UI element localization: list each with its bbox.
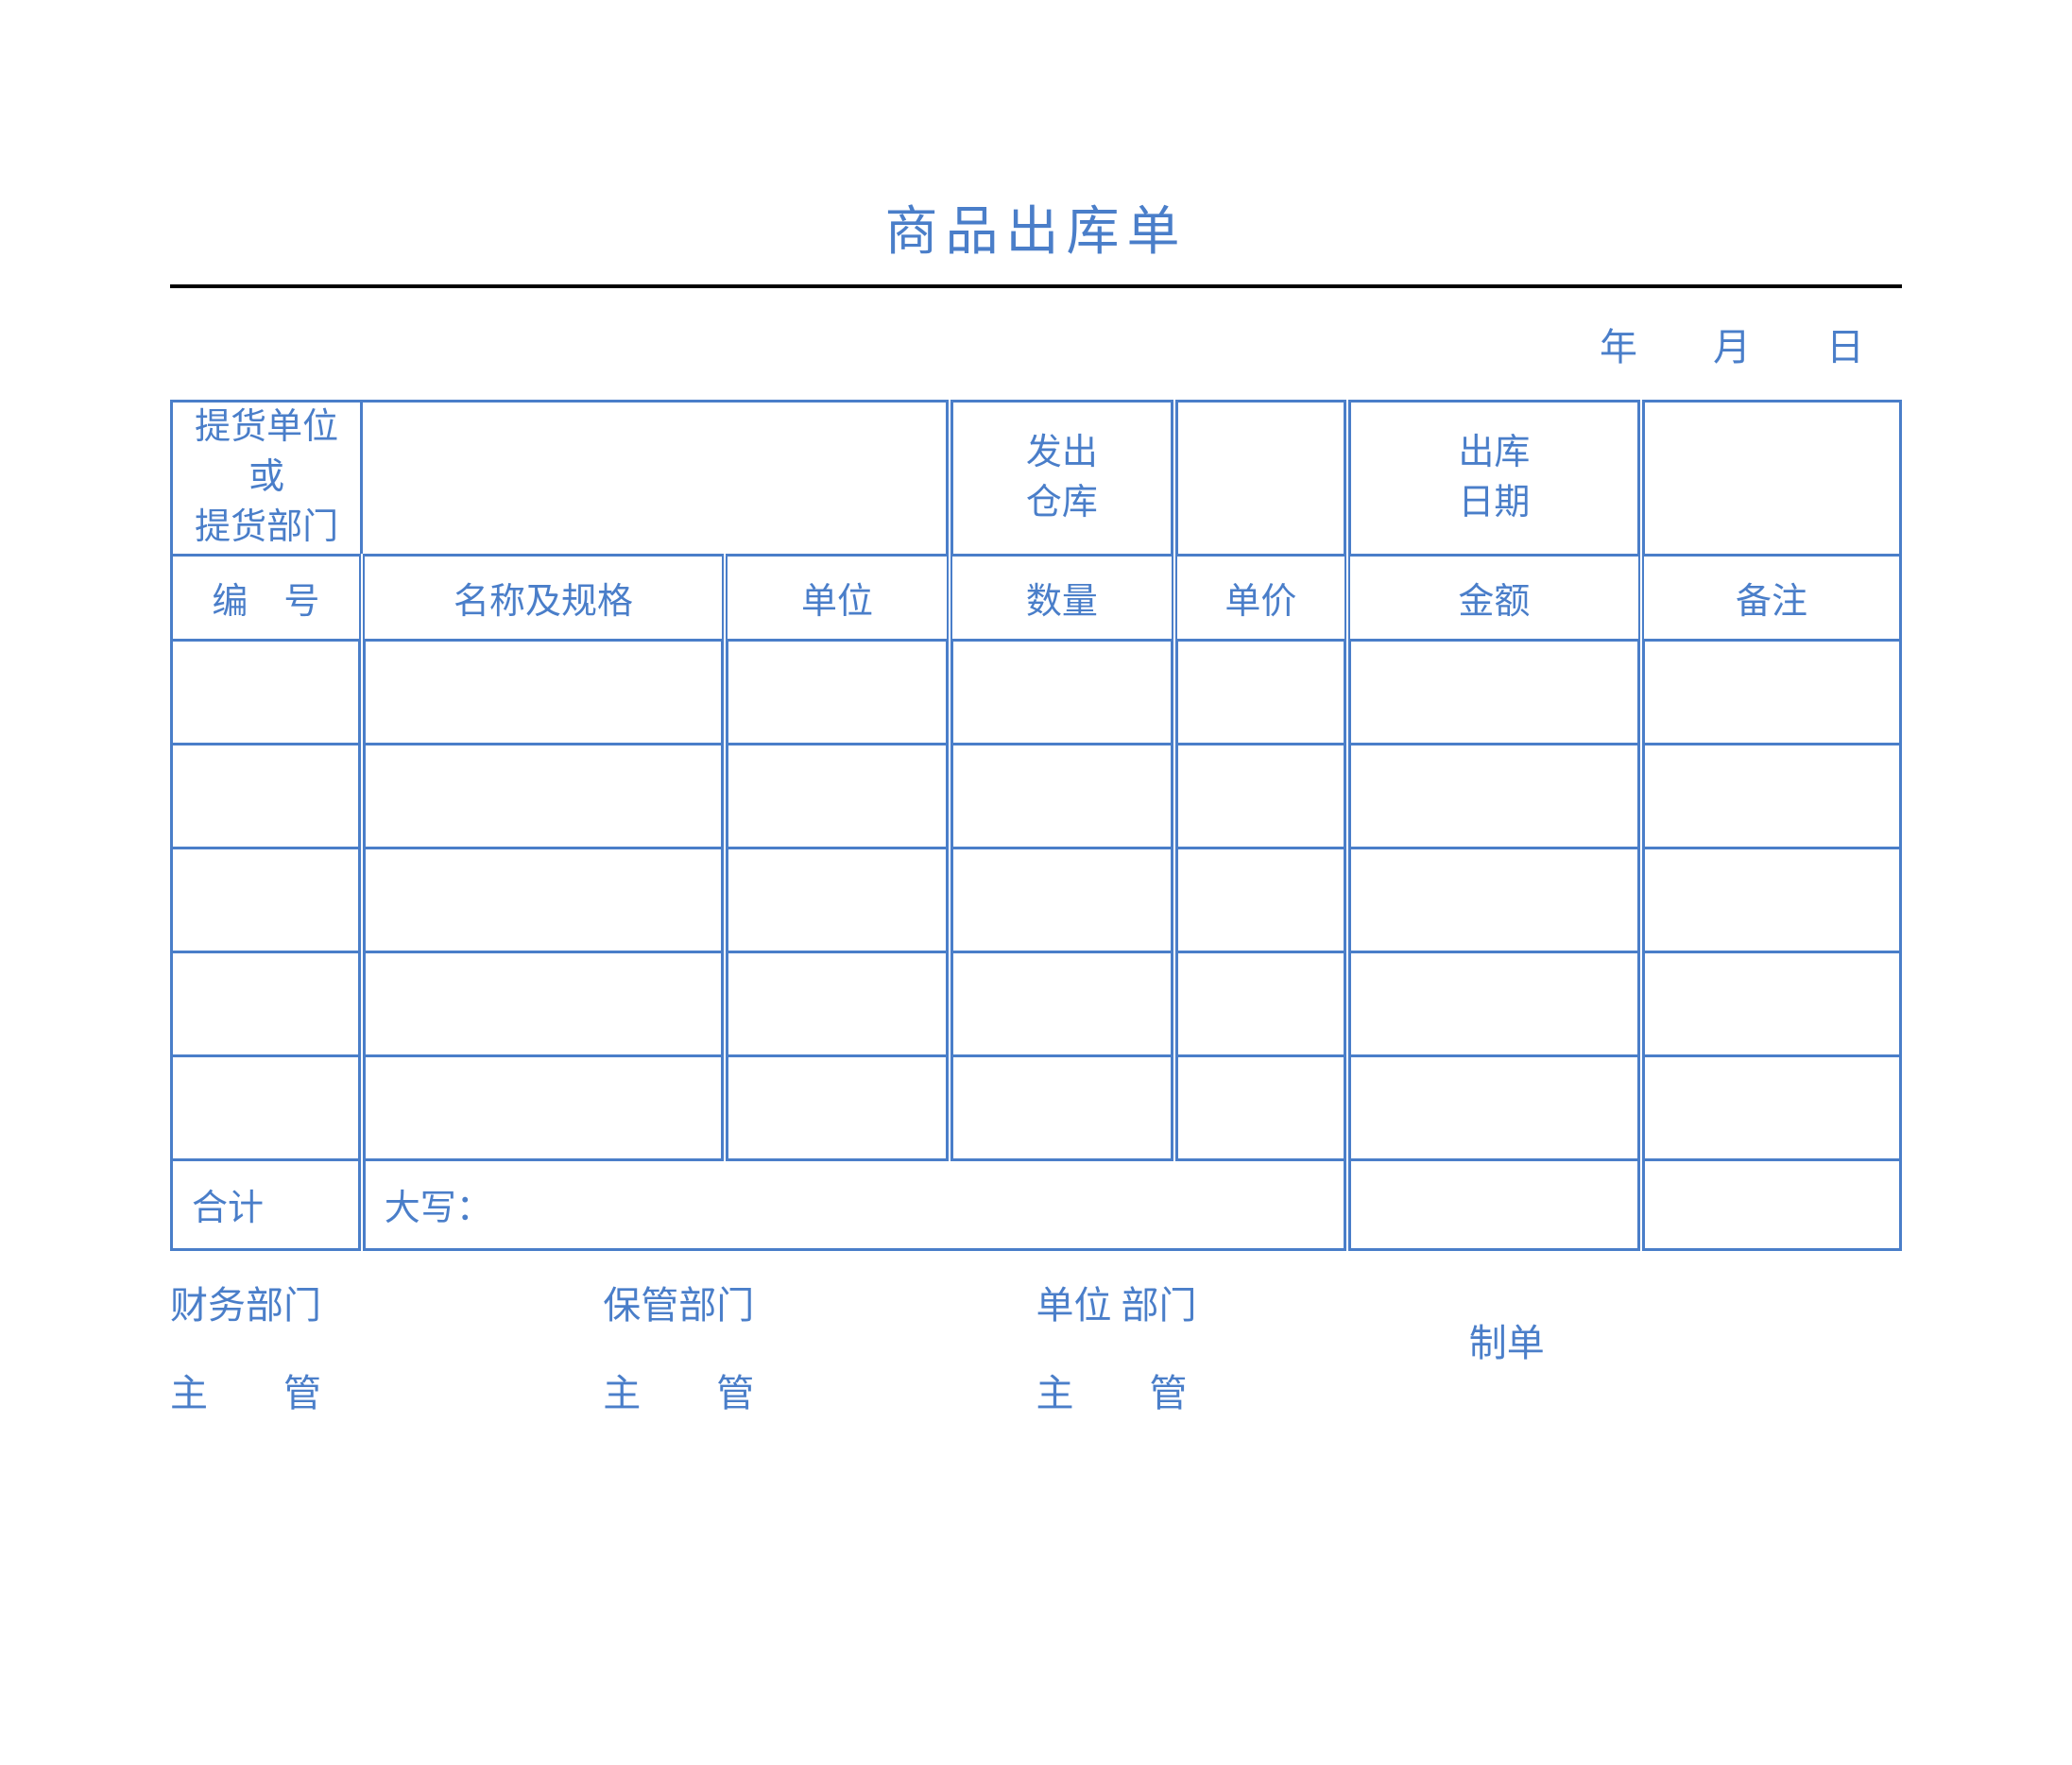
- cell-quantity: [950, 951, 1174, 1055]
- table-row: [172, 848, 1901, 951]
- total-remark: [1641, 1159, 1901, 1249]
- pickup-unit-value: [362, 402, 950, 556]
- cell-code: [172, 640, 362, 744]
- cell-remark: [1641, 1055, 1901, 1159]
- col-amount: 金额: [1347, 555, 1641, 640]
- cell-amount: [1347, 1055, 1641, 1159]
- cell-name_spec: [362, 744, 725, 848]
- title-rule: [170, 284, 1902, 288]
- warehouse-value: [1174, 402, 1347, 556]
- footer-storage: 保管部门 主 管: [603, 1275, 1036, 1450]
- outbound-table: 提货单位 或 提货部门 发出 仓库 出库 日期 编 号 名称及规格 单位 数量 …: [170, 400, 1902, 1251]
- finance-dept-label: 财务部门: [170, 1275, 603, 1329]
- cell-unit_price: [1174, 640, 1347, 744]
- cell-unit_price: [1174, 744, 1347, 848]
- cell-amount: [1347, 951, 1641, 1055]
- footer-unit: 单位 部门 主 管: [1036, 1275, 1469, 1450]
- cell-name_spec: [362, 1055, 725, 1159]
- storage-dept-label: 保管部门: [603, 1275, 1036, 1329]
- cell-amount: [1347, 744, 1641, 848]
- day-label: 日: [1826, 326, 1864, 368]
- month-label: 月: [1713, 326, 1751, 368]
- footer-signatures: 财务部门 主 管 保管部门 主 管 单位 部门 主 管 制单: [170, 1275, 1902, 1450]
- amount-in-words: 大写：: [362, 1159, 1347, 1249]
- col-unit: 单位: [725, 555, 950, 640]
- unit-dept-label: 单位 部门: [1036, 1275, 1469, 1329]
- date-line: 年 月 日: [170, 317, 1902, 371]
- storage-supervisor-label: 主 管: [603, 1362, 1036, 1417]
- preparer-label: 制单: [1469, 1312, 1902, 1367]
- col-name-spec: 名称及规格: [362, 555, 725, 640]
- cell-quantity: [950, 1055, 1174, 1159]
- table-row: [172, 744, 1901, 848]
- document-title: 商品出库单: [170, 189, 1902, 266]
- total-label: 合计: [172, 1159, 362, 1249]
- cell-quantity: [950, 744, 1174, 848]
- cell-amount: [1347, 848, 1641, 951]
- cell-remark: [1641, 951, 1901, 1055]
- total-row: 合计 大写：: [172, 1159, 1901, 1249]
- cell-remark: [1641, 640, 1901, 744]
- cell-remark: [1641, 744, 1901, 848]
- cell-unit_price: [1174, 1055, 1347, 1159]
- cell-unit_price: [1174, 848, 1347, 951]
- pickup-unit-label: 提货单位 或 提货部门: [172, 402, 362, 556]
- col-code: 编 号: [172, 555, 362, 640]
- cell-unit: [725, 848, 950, 951]
- column-header-row: 编 号 名称及规格 单位 数量 单价 金额 备注: [172, 555, 1901, 640]
- cell-code: [172, 1055, 362, 1159]
- outbound-date-label: 出库 日期: [1347, 402, 1641, 556]
- info-header-row: 提货单位 或 提货部门 发出 仓库 出库 日期: [172, 402, 1901, 556]
- col-unit-price: 单价: [1174, 555, 1347, 640]
- unit-supervisor-label: 主 管: [1036, 1362, 1469, 1417]
- table-row: [172, 951, 1901, 1055]
- cell-code: [172, 744, 362, 848]
- footer-finance: 财务部门 主 管: [170, 1275, 603, 1450]
- cell-quantity: [950, 848, 1174, 951]
- total-amount: [1347, 1159, 1641, 1249]
- cell-remark: [1641, 848, 1901, 951]
- outbound-date-value: [1641, 402, 1901, 556]
- table-row: [172, 1055, 1901, 1159]
- cell-code: [172, 951, 362, 1055]
- cell-amount: [1347, 640, 1641, 744]
- warehouse-label: 发出 仓库: [950, 402, 1174, 556]
- cell-unit: [725, 640, 950, 744]
- cell-unit: [725, 1055, 950, 1159]
- cell-name_spec: [362, 951, 725, 1055]
- finance-supervisor-label: 主 管: [170, 1362, 603, 1417]
- cell-unit: [725, 951, 950, 1055]
- cell-name_spec: [362, 640, 725, 744]
- cell-code: [172, 848, 362, 951]
- footer-preparer: 制单: [1469, 1275, 1902, 1450]
- cell-unit_price: [1174, 951, 1347, 1055]
- col-quantity: 数量: [950, 555, 1174, 640]
- col-remark: 备注: [1641, 555, 1901, 640]
- cell-quantity: [950, 640, 1174, 744]
- cell-name_spec: [362, 848, 725, 951]
- year-label: 年: [1600, 326, 1637, 368]
- cell-unit: [725, 744, 950, 848]
- table-row: [172, 640, 1901, 744]
